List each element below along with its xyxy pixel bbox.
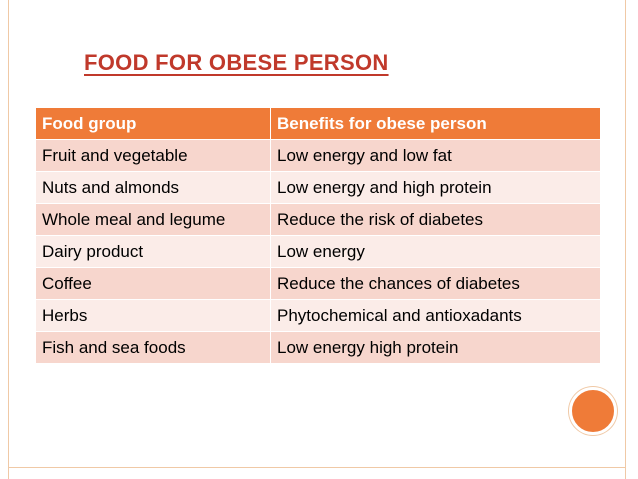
slide-border-bottom (8, 467, 626, 468)
benefit-cell: Reduce the chances of diabetes (270, 267, 601, 300)
table-row: Dairy product Low energy (35, 235, 601, 268)
slide-border-right (625, 0, 626, 479)
food-group-cell: Herbs (35, 299, 271, 332)
benefit-cell: Low energy (270, 235, 601, 268)
slide-title: FOOD FOR OBESE PERSON (84, 50, 389, 75)
food-group-cell: Fish and sea foods (35, 331, 271, 364)
table-row: Coffee Reduce the chances of diabetes (35, 267, 601, 300)
food-group-cell: Fruit and vegetable (35, 139, 271, 172)
benefit-cell: Low energy and low fat (270, 139, 601, 172)
benefit-cell: Low energy high protein (270, 331, 601, 364)
table-row: Fruit and vegetable Low energy and low f… (35, 139, 601, 172)
header-food-group: Food group (35, 107, 271, 140)
table-row: Whole meal and legume Reduce the risk of… (35, 203, 601, 236)
table-row: Fish and sea foods Low energy high prote… (35, 331, 601, 364)
table-row: Nuts and almonds Low energy and high pro… (35, 171, 601, 204)
benefit-cell: Low energy and high protein (270, 171, 601, 204)
benefit-cell: Reduce the risk of diabetes (270, 203, 601, 236)
slide-border-left (8, 0, 9, 479)
food-table: Food group Benefits for obese person Fru… (35, 107, 601, 364)
header-benefits: Benefits for obese person (270, 107, 601, 140)
food-group-cell: Dairy product (35, 235, 271, 268)
table-header-row: Food group Benefits for obese person (35, 107, 601, 140)
food-group-cell: Coffee (35, 267, 271, 300)
food-group-cell: Whole meal and legume (35, 203, 271, 236)
food-group-cell: Nuts and almonds (35, 171, 271, 204)
benefit-cell: Phytochemical and antioxadants (270, 299, 601, 332)
decorative-circle (569, 387, 617, 435)
table-row: Herbs Phytochemical and antioxadants (35, 299, 601, 332)
